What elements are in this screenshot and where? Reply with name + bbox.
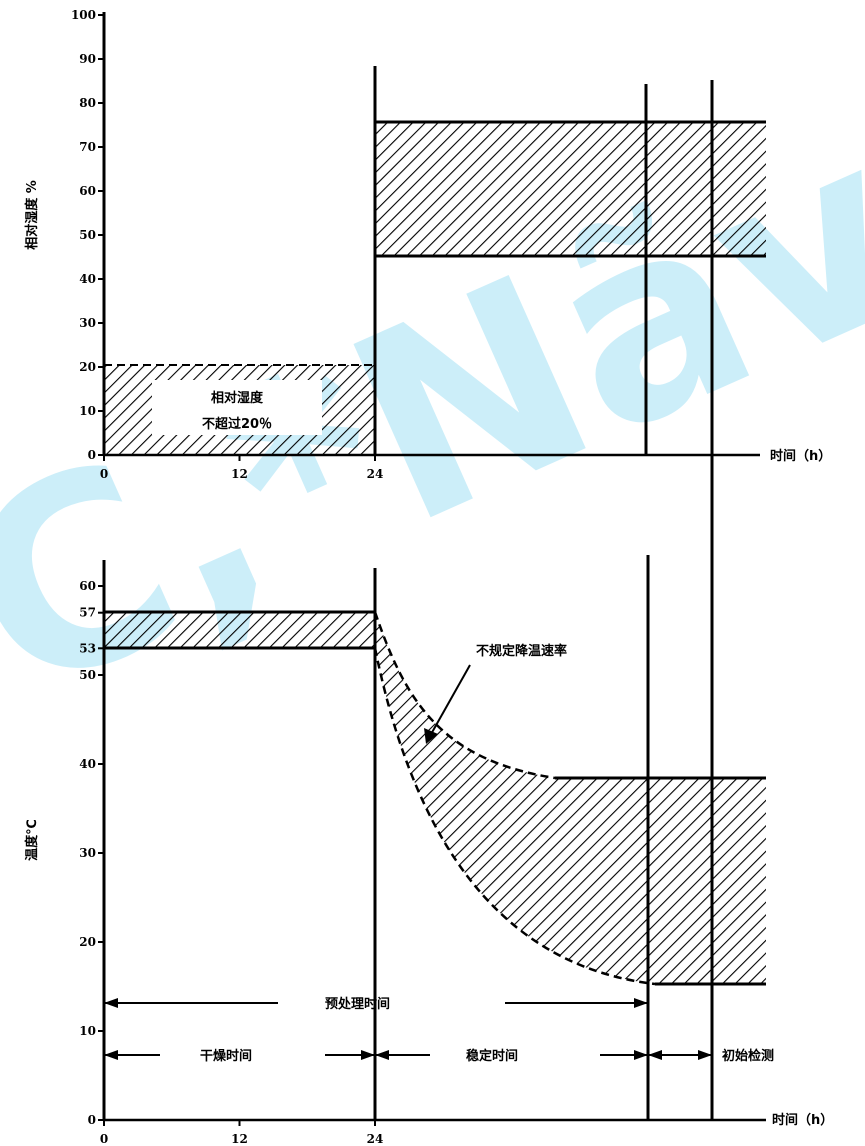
humidity-x-tick-label: 12 bbox=[231, 467, 248, 481]
humidity-band-stable bbox=[375, 122, 766, 256]
temperature-x-tick-label: 24 bbox=[367, 1132, 384, 1146]
humidity-y-ticks: 0 10 20 30 40 50 60 70 80 90 100 bbox=[71, 8, 104, 462]
humidity-x-tick-label: 24 bbox=[367, 467, 384, 481]
humidity-y-tick-label: 90 bbox=[79, 52, 96, 66]
humidity-y-tick-label: 0 bbox=[88, 448, 96, 462]
humidity-y-tick-label: 100 bbox=[71, 8, 96, 22]
cooling-rate-note: 不规定降温速率 bbox=[476, 643, 567, 659]
temperature-y-tick-label: 30 bbox=[79, 846, 96, 860]
temperature-chart: 0 10 20 30 40 50 53 57 60 0 12 24 时间（h） 温度℃ 不规定降温速… bbox=[24, 555, 833, 1146]
temperature-y-tick-label: 40 bbox=[79, 757, 96, 771]
humidity-y-tick-label: 20 bbox=[79, 360, 96, 374]
temperature-x-ticks: 0 12 24 bbox=[100, 1120, 384, 1146]
temperature-y-tick-label: 10 bbox=[79, 1024, 96, 1038]
humidity-y-tick-label: 50 bbox=[79, 228, 96, 242]
humidity-note-line2: 不超过20％ bbox=[202, 416, 272, 432]
temperature-y-tick-label: 53 bbox=[79, 641, 96, 655]
humidity-x-label: 时间（h） bbox=[770, 448, 831, 464]
temperature-x-tick-label: 0 bbox=[100, 1132, 108, 1146]
pretreatment-time-label: 预处理时间 bbox=[325, 996, 390, 1012]
humidity-y-tick-label: 40 bbox=[79, 272, 96, 286]
temperature-y-label: 温度℃ bbox=[24, 819, 40, 861]
temperature-band-drying bbox=[104, 612, 375, 648]
temperature-x-label: 时间（h） bbox=[772, 1112, 833, 1128]
cooling-rate-arrow bbox=[429, 664, 471, 737]
humidity-y-tick-label: 80 bbox=[79, 96, 96, 110]
temperature-x-tick-label: 12 bbox=[231, 1132, 248, 1146]
initial-test-label: 初始检测 bbox=[722, 1048, 774, 1064]
humidity-y-tick-label: 30 bbox=[79, 316, 96, 330]
stable-time-label: 稳定时间 bbox=[466, 1048, 518, 1064]
humidity-y-tick-label: 70 bbox=[79, 140, 96, 154]
temperature-cooling-region bbox=[375, 612, 766, 984]
temperature-y-tick-label: 60 bbox=[79, 579, 96, 593]
temperature-y-tick-label: 0 bbox=[88, 1113, 96, 1127]
humidity-chart: 相对湿度 不超过20％ 0 10 20 30 40 50 60 70 80 90 100 0 12 24… bbox=[24, 8, 831, 481]
humidity-y-tick-label: 10 bbox=[79, 404, 96, 418]
humidity-x-ticks: 0 12 24 bbox=[100, 455, 384, 481]
humidity-x-tick-label: 0 bbox=[100, 467, 108, 481]
humidity-y-tick-label: 60 bbox=[79, 184, 96, 198]
humidity-y-label: 相对湿度 % bbox=[24, 180, 40, 250]
drying-time-label: 干燥时间 bbox=[200, 1048, 252, 1064]
temperature-y-tick-label: 57 bbox=[79, 606, 96, 620]
temperature-y-tick-label: 50 bbox=[79, 668, 96, 682]
humidity-note-line1: 相对湿度 bbox=[211, 390, 264, 406]
temperature-y-tick-label: 20 bbox=[79, 935, 96, 949]
